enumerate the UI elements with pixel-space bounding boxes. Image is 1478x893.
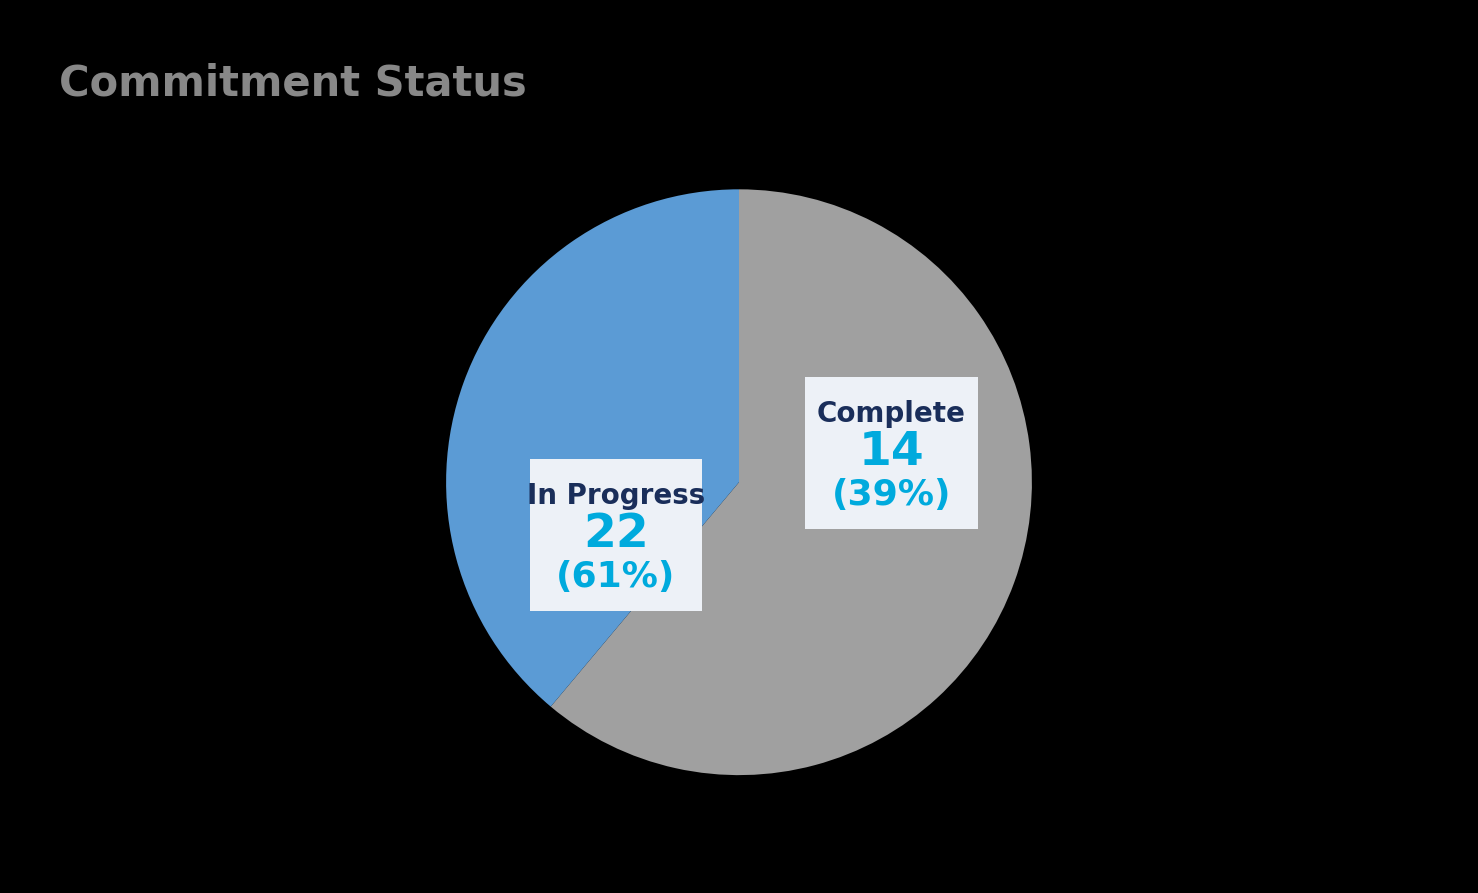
Text: (39%): (39%): [832, 478, 950, 512]
Wedge shape: [551, 189, 1032, 775]
Text: 14: 14: [859, 430, 924, 475]
FancyBboxPatch shape: [806, 377, 978, 529]
Text: 22: 22: [584, 513, 649, 557]
Wedge shape: [446, 189, 739, 706]
Text: Complete: Complete: [817, 399, 965, 428]
Text: Commitment Status: Commitment Status: [59, 63, 526, 104]
Text: (61%): (61%): [556, 560, 675, 594]
FancyBboxPatch shape: [529, 459, 702, 611]
Text: In Progress: In Progress: [526, 481, 705, 510]
